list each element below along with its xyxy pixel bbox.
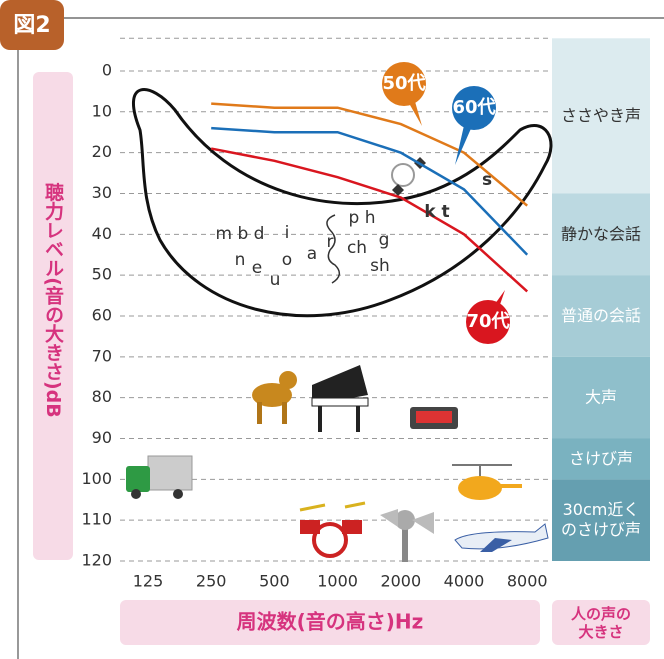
sampler <box>410 407 458 429</box>
phoneme: g <box>379 230 390 250</box>
piano <box>312 365 368 432</box>
drums <box>300 503 365 556</box>
phoneme: a <box>307 244 317 264</box>
y-tick-label: 0 <box>102 60 112 79</box>
phoneme: p h <box>349 208 376 228</box>
x-tick-label: 8000 <box>507 572 548 591</box>
x-axis-label: 周波数(音の高さ)Hz <box>237 610 424 634</box>
phoneme: r <box>327 232 334 252</box>
voice-band-label: ささやき声 <box>561 105 641 124</box>
voice-band-label: 大声 <box>585 387 617 406</box>
text-line: ささやき声 <box>561 105 641 124</box>
dog <box>252 371 297 424</box>
x-tick-label: 500 <box>259 572 290 591</box>
x-tick-label: 250 <box>196 572 227 591</box>
figure-label: 図2 <box>13 13 50 38</box>
chart: 図2 聴力レベル(音の大きさ)dB 周波数(音の高さ)Hz 人の声の大きさ ささ… <box>0 0 664 659</box>
text-line: 30cm近く <box>563 500 640 519</box>
y-tick-label: 60 <box>92 305 112 324</box>
y-tick-label: 90 <box>92 428 112 447</box>
y-tick-label: 120 <box>81 551 112 570</box>
text-line: 大きさ <box>578 623 623 641</box>
legend-label: 60代 <box>452 97 495 118</box>
voice-band-label: 30cm近くのさけび声 <box>561 500 641 539</box>
x-tick-label: 125 <box>133 572 164 591</box>
voice-band-label: 普通の会話 <box>561 305 641 324</box>
y-tick-label: 80 <box>92 387 112 406</box>
y-axis-label: 聴力レベル(音の大きさ)dB <box>42 182 64 418</box>
y-tick-label: 50 <box>92 265 112 284</box>
phoneme: ch <box>347 238 367 258</box>
phoneme: o <box>282 250 292 270</box>
text-line: 静かな会話 <box>561 224 641 243</box>
y-tick-label: 20 <box>92 142 112 161</box>
phoneme: k t <box>424 202 449 222</box>
x-tick-label: 4000 <box>444 572 485 591</box>
y-tick-label: 10 <box>92 101 112 120</box>
text-line: 大声 <box>585 387 617 406</box>
airplane <box>455 524 548 552</box>
voice-band-label: 静かな会話 <box>561 224 641 243</box>
phoneme: sh <box>370 256 390 276</box>
legend-label: 50代 <box>382 73 425 94</box>
phoneme: i <box>285 223 290 243</box>
phoneme: m b d <box>216 224 265 244</box>
text-line: 人の声の <box>571 605 631 623</box>
phoneme: u <box>270 270 281 290</box>
voice-band-label: さけび声 <box>569 448 633 467</box>
x-tick-label: 2000 <box>380 572 421 591</box>
y-tick-label: 70 <box>92 346 112 365</box>
text-line: のさけび声 <box>561 520 641 539</box>
y-tick-label: 40 <box>92 224 112 243</box>
truck <box>126 456 192 499</box>
x-tick-label: 1000 <box>317 572 358 591</box>
text-line: さけび声 <box>569 448 633 467</box>
y-tick-label: 110 <box>81 510 112 529</box>
y-tick-label: 30 <box>92 183 112 202</box>
y-tick-label: 100 <box>81 469 112 488</box>
watch <box>392 157 426 196</box>
band-header: 人の声の大きさ <box>571 605 631 641</box>
phoneme: e <box>252 258 262 278</box>
text-line: 普通の会話 <box>561 305 641 324</box>
helicopter <box>452 465 522 500</box>
phoneme: n <box>235 250 246 270</box>
phoneme: s <box>482 170 492 190</box>
legend-label: 70代 <box>466 311 509 332</box>
speakers <box>380 509 434 562</box>
